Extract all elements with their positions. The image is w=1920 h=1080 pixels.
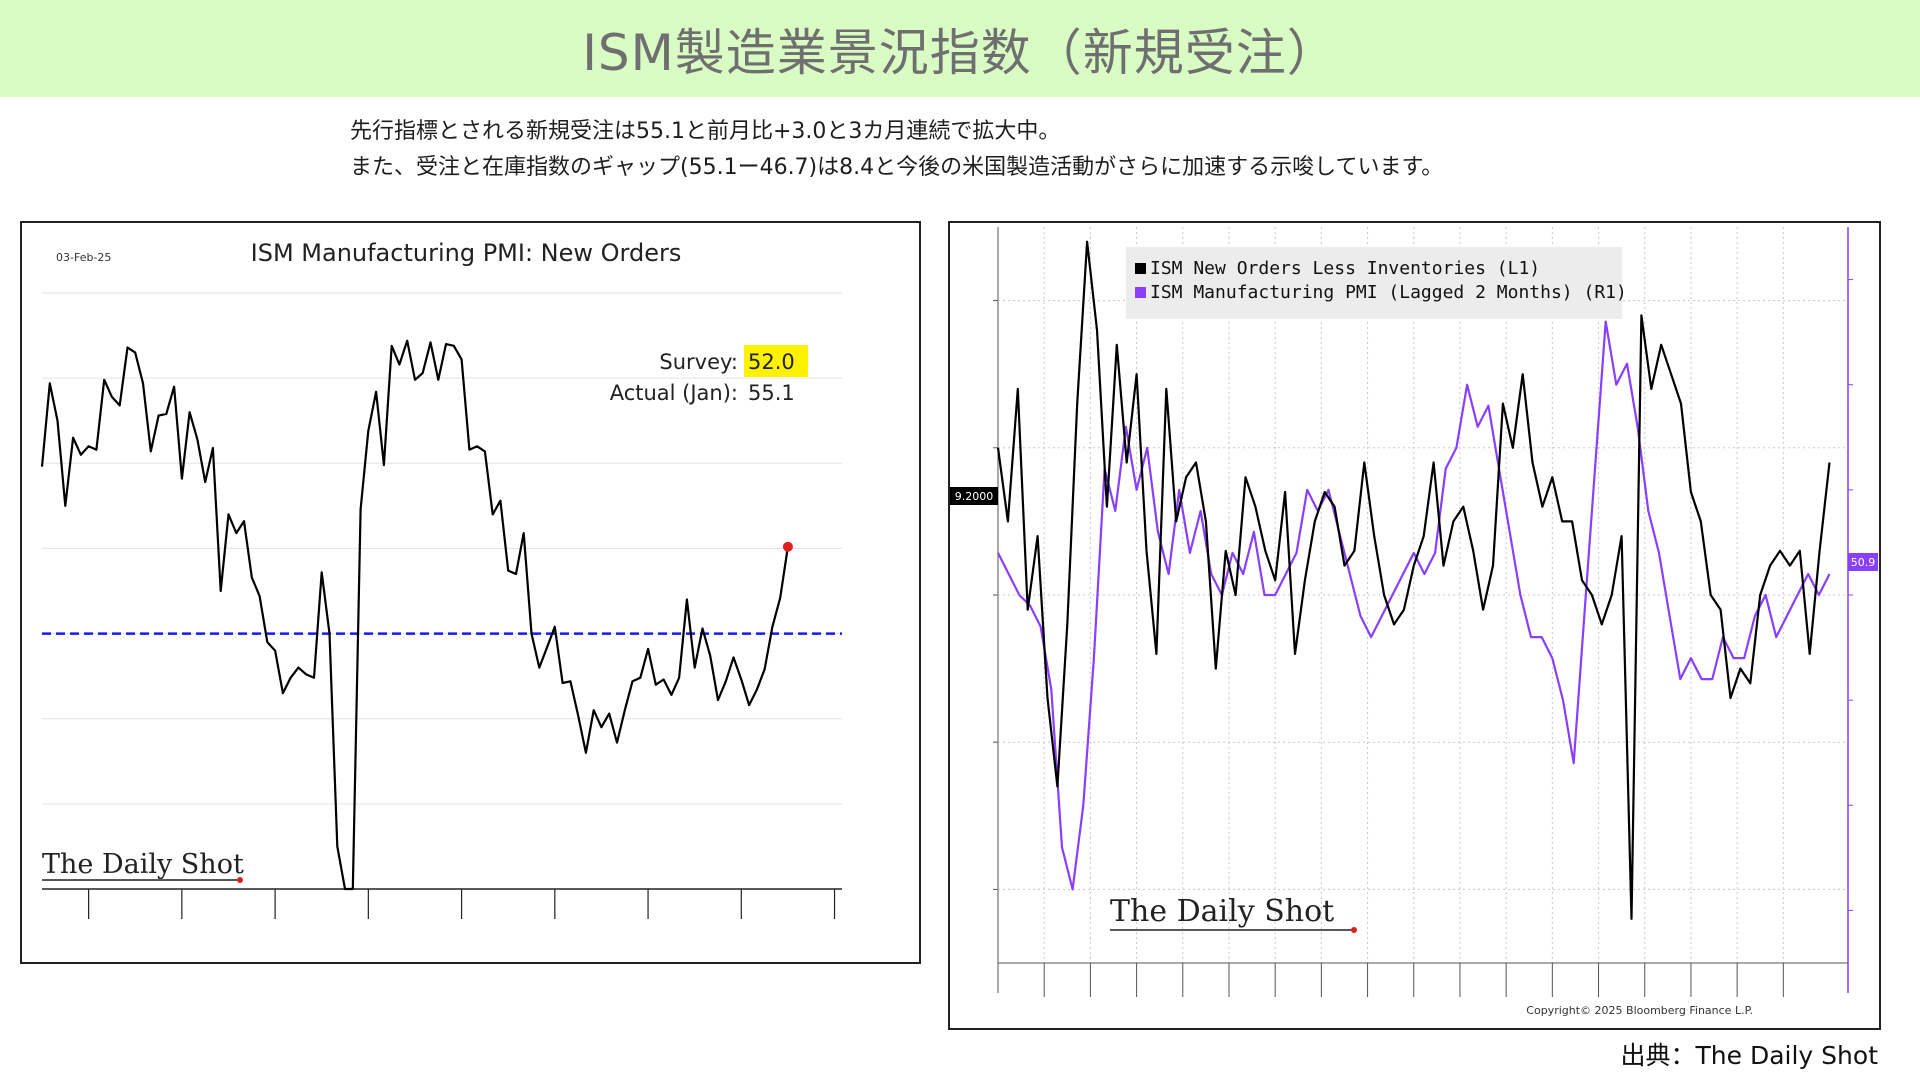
description: 先行指標とされる新規受注は55.1と前月比+3.0と3カ月連続で拡大中。 また、…: [350, 114, 1870, 186]
legend-swatch-2: [1135, 287, 1146, 298]
new-orders-less-inventories-chart-panel: 9.2000 50.9 ISM New Orders Less Inventor…: [948, 221, 1881, 1030]
legend: ISM New Orders Less Inventories (L1) ISM…: [1126, 247, 1627, 319]
actual-value: 55.1: [748, 381, 795, 405]
logo-dot: [237, 877, 243, 883]
legend-label-1: ISM New Orders Less Inventories (L1): [1150, 258, 1540, 279]
survey-label: Survey:: [659, 350, 738, 374]
right-last-value: 50.9: [1851, 556, 1876, 569]
left-last-value: 9.2000: [955, 490, 994, 503]
grid: [997, 227, 1849, 993]
new-orders-chart-panel: 03-Feb-25 ISM Manufacturing PMI: New Ord…: [20, 221, 921, 964]
new-orders-less-inventories-chart: 9.2000 50.9 ISM New Orders Less Inventor…: [950, 227, 1878, 1017]
x-axis: [42, 888, 842, 919]
source-credit: 出典：The Daily Shot: [1620, 1041, 1878, 1070]
chart-title: ISM Manufacturing PMI: New Orders: [251, 239, 682, 267]
latest-value-marker: [782, 541, 793, 552]
left-last-value-badge: [950, 487, 998, 505]
left-axis-ticks: [993, 300, 998, 890]
title-banner: ISM製造業景況指数（新規受注）: [0, 0, 1920, 97]
new-orders-chart: 03-Feb-25 ISM Manufacturing PMI: New Ord…: [40, 239, 842, 919]
x-axis: [998, 962, 1848, 997]
legend-box: [1126, 247, 1622, 319]
survey-highlight: [744, 345, 808, 377]
copyright: Copyright© 2025 Bloomberg Finance L.P.: [1526, 1004, 1753, 1017]
right-last-value-badge: [1848, 553, 1878, 571]
description-line-2: また、受注と在庫指数のギャップ(55.1ー46.7)は8.4と今後の米国製造活動…: [350, 155, 1444, 180]
actual-label: Actual (Jan):: [610, 381, 738, 405]
logo-dot: [1351, 927, 1357, 933]
new-orders-line: [40, 339, 789, 891]
daily-shot-logo: The Daily Shot: [1110, 894, 1334, 929]
daily-shot-logo: The Daily Shot: [42, 849, 244, 880]
description-line-1: 先行指標とされる新規受注は55.1と前月比+3.0と3カ月連続で拡大中。: [350, 119, 1061, 144]
legend-swatch-1: [1135, 263, 1146, 274]
legend-label-2: ISM Manufacturing PMI (Lagged 2 Months) …: [1150, 282, 1627, 303]
page-title: ISM製造業景況指数（新規受注）: [582, 23, 1338, 82]
survey-value: 52.0: [748, 350, 795, 374]
pmi-lagged-line: [997, 320, 1831, 891]
right-axis-ticks: [1848, 279, 1853, 911]
orders-less-inventories-line: [996, 240, 1831, 920]
chart-date: 03-Feb-25: [56, 251, 111, 264]
